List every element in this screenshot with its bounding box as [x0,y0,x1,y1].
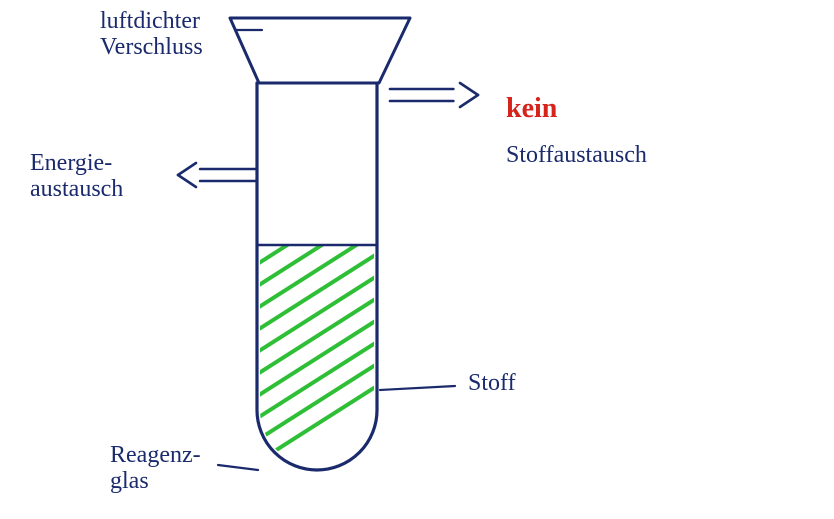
leader-substance [380,386,455,390]
substance-hatching [237,115,457,475]
label-substance: Stoff [468,370,516,396]
stopper-outline [230,18,410,83]
label-testtube: Reagenz- glas [110,442,201,495]
diagram-stage: luftdichter Verschluss Energie- austausc… [0,0,834,519]
label-no-exchange-highlight: kein [506,93,557,124]
arrow-energy-exchange [178,163,257,187]
leader-testtube [218,465,258,470]
label-stopper: luftdichter Verschluss [100,8,203,61]
label-no-exchange: kein Stoffaustausch [490,76,647,186]
arrow-no-material-exchange [390,83,478,107]
label-energy-exchange: Energie- austausch [30,150,123,203]
label-no-exchange-rest: Stoffaustausch [506,142,647,168]
